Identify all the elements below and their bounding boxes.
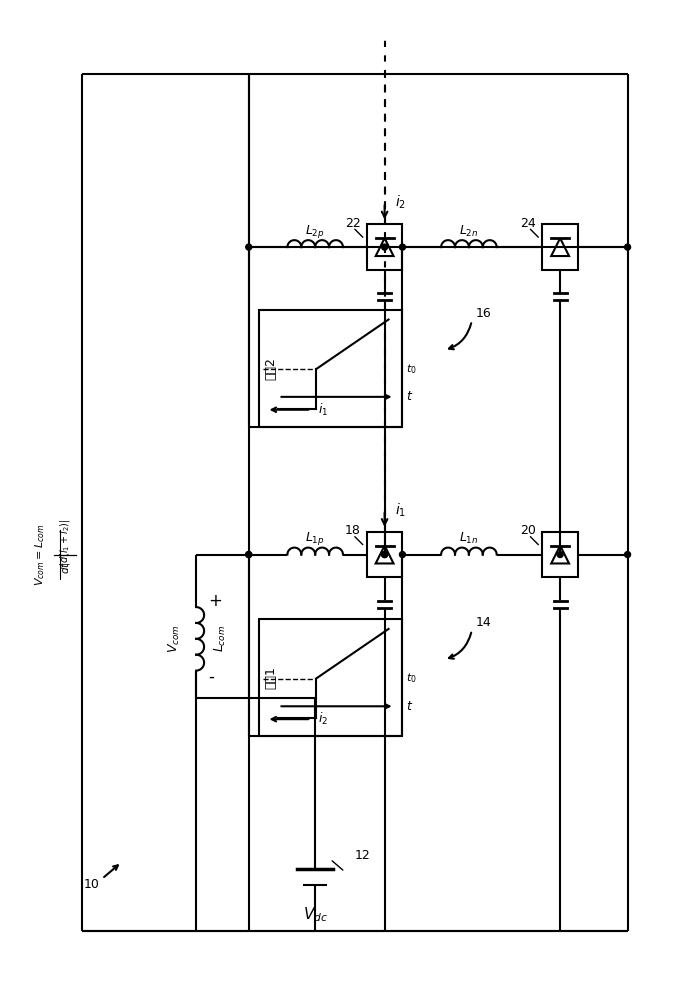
Text: $i_1$: $i_1$: [394, 501, 406, 519]
Text: $L_{2n}$: $L_{2n}$: [459, 224, 479, 239]
Text: $|d(i_1+i_2)|$: $|d(i_1+i_2)|$: [59, 518, 72, 566]
Text: 12: 12: [355, 849, 371, 862]
Text: $t_0$: $t_0$: [406, 672, 417, 685]
Circle shape: [382, 244, 388, 250]
Text: 路劄1: 路劄1: [264, 666, 277, 689]
Text: $L_{1p}$: $L_{1p}$: [306, 530, 325, 547]
Text: $i_1$: $i_1$: [318, 402, 328, 418]
Text: 14: 14: [476, 616, 492, 629]
Text: $dt$: $dt$: [59, 561, 71, 574]
Bar: [367, 532, 402, 577]
Text: $t$: $t$: [406, 700, 414, 713]
Text: 24: 24: [520, 217, 536, 230]
Circle shape: [246, 244, 252, 250]
Circle shape: [382, 552, 388, 558]
Text: $t$: $t$: [406, 390, 414, 403]
Circle shape: [382, 552, 388, 558]
Text: $i_2$: $i_2$: [318, 711, 328, 727]
Bar: [542, 224, 578, 270]
Circle shape: [246, 552, 252, 558]
Bar: [542, 532, 578, 577]
Circle shape: [246, 552, 252, 558]
Text: 20: 20: [520, 524, 536, 537]
Text: 10: 10: [84, 878, 100, 891]
Text: $L_{com}$: $L_{com}$: [213, 625, 227, 652]
Circle shape: [400, 244, 405, 250]
Text: $V_{dc}$: $V_{dc}$: [303, 905, 328, 924]
Bar: [367, 224, 402, 270]
Text: +: +: [208, 592, 222, 610]
Text: $V_{com}$: $V_{com}$: [167, 625, 182, 653]
Circle shape: [625, 552, 631, 558]
Text: $L_{1n}$: $L_{1n}$: [459, 531, 479, 546]
Circle shape: [625, 244, 631, 250]
Text: 路劄2: 路劄2: [264, 357, 277, 380]
Text: 16: 16: [476, 307, 492, 320]
Circle shape: [400, 552, 405, 558]
Text: $L_{2p}$: $L_{2p}$: [306, 223, 325, 240]
Text: 18: 18: [345, 524, 361, 537]
Text: -: -: [208, 668, 214, 686]
Bar: [258, 619, 402, 736]
Text: $t_0$: $t_0$: [406, 362, 417, 376]
Circle shape: [557, 552, 563, 558]
Bar: [258, 310, 402, 427]
Text: $i_2$: $i_2$: [394, 194, 406, 211]
Text: $V_{com} = L_{com}$: $V_{com} = L_{com}$: [34, 523, 47, 586]
Text: 22: 22: [345, 217, 361, 230]
